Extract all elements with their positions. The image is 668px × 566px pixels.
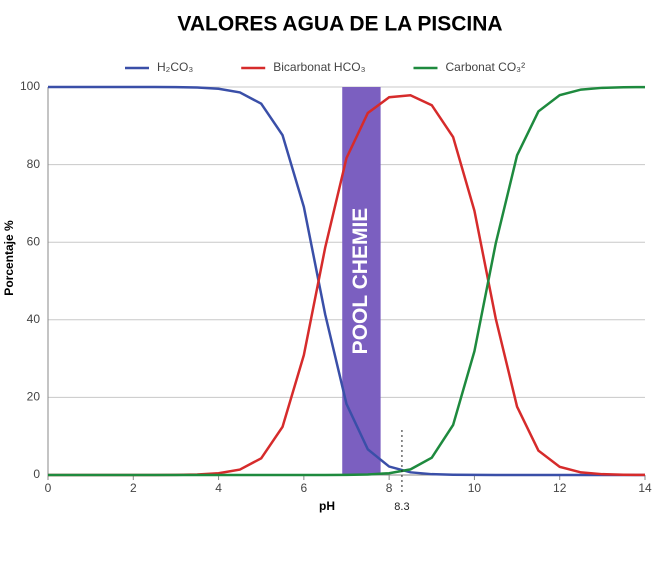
y-tick-label: 100 (20, 79, 40, 93)
band-label: POOL CHEMIE (349, 208, 372, 355)
x-tick-label: 10 (468, 481, 482, 495)
x-tick-label: 8 (386, 481, 393, 495)
x-tick-label: 6 (301, 481, 308, 495)
line (48, 85, 646, 477)
y-tick-label: 60 (27, 234, 41, 248)
y-tick-label: 80 (27, 157, 41, 171)
legend-label: Carbonat CO₃² (445, 60, 525, 74)
marker-label: 8.3 (394, 501, 409, 513)
legend-label: H₂CO₃ (157, 60, 193, 74)
x-tick-label: 2 (130, 481, 137, 495)
y-axis-label: Porcentaje % (2, 220, 16, 296)
x-tick-label: 0 (45, 481, 52, 495)
x-axis-label: pH (319, 499, 335, 513)
y-tick-label: 40 (27, 312, 41, 326)
line (48, 85, 645, 477)
y-tick-label: 20 (27, 390, 41, 404)
x-tick-label: 12 (553, 481, 567, 495)
y-tick-label: 0 (33, 467, 40, 481)
x-tick-label: 14 (638, 481, 652, 495)
chart-title: VALORES AGUA DE LA PISCINA (177, 13, 502, 36)
legend-label: Bicarbonat HCO₃ (273, 60, 365, 74)
x-tick-label: 4 (215, 481, 222, 495)
